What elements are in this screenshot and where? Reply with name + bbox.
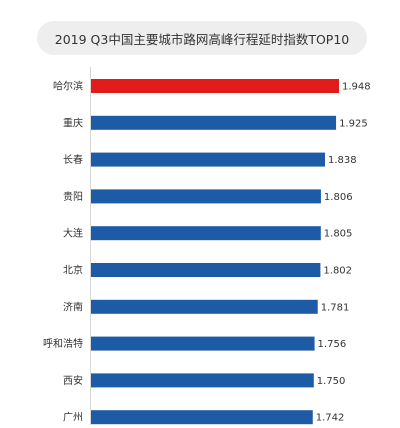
category-label: 大连 [63,227,83,240]
chart-title: 2019 Q3中国主要城市路网高峰行程延时指数TOP10 [54,31,350,47]
value-label: 1.925 [339,118,368,129]
bar [91,336,315,351]
value-label: 1.802 [323,266,352,277]
value-label: 1.805 [324,229,353,240]
value-label: 1.806 [324,192,353,203]
value-label: 1.781 [321,302,350,313]
value-label: 1.742 [316,413,345,424]
chart-title-pill: 2019 Q3中国主要城市路网高峰行程延时指数TOP10 [37,21,367,55]
category-axis-line [90,67,91,425]
value-label: 1.948 [342,82,371,93]
value-label: 1.750 [317,376,346,387]
bar [91,79,339,93]
category-label: 北京 [63,264,83,277]
bar [91,115,337,130]
category-label: 贵阳 [63,190,83,203]
category-label: 西安 [63,374,83,387]
category-label: 呼和浩特 [43,338,83,350]
category-label: 哈尔滨 [53,80,83,93]
bar [91,373,314,388]
category-label: 长春 [63,154,83,166]
category-label: 济南 [63,300,83,313]
bar [91,189,321,204]
bar [91,226,321,241]
value-label: 1.756 [318,339,347,350]
bar [91,410,313,425]
category-label: 广州 [63,412,83,424]
bar [91,263,321,277]
category-label: 重庆 [63,116,83,129]
bar [91,299,318,314]
bar [91,152,325,167]
value-label: 1.838 [328,155,357,166]
